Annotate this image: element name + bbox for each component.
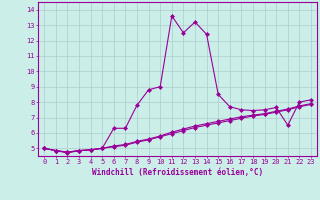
X-axis label: Windchill (Refroidissement éolien,°C): Windchill (Refroidissement éolien,°C) bbox=[92, 168, 263, 177]
